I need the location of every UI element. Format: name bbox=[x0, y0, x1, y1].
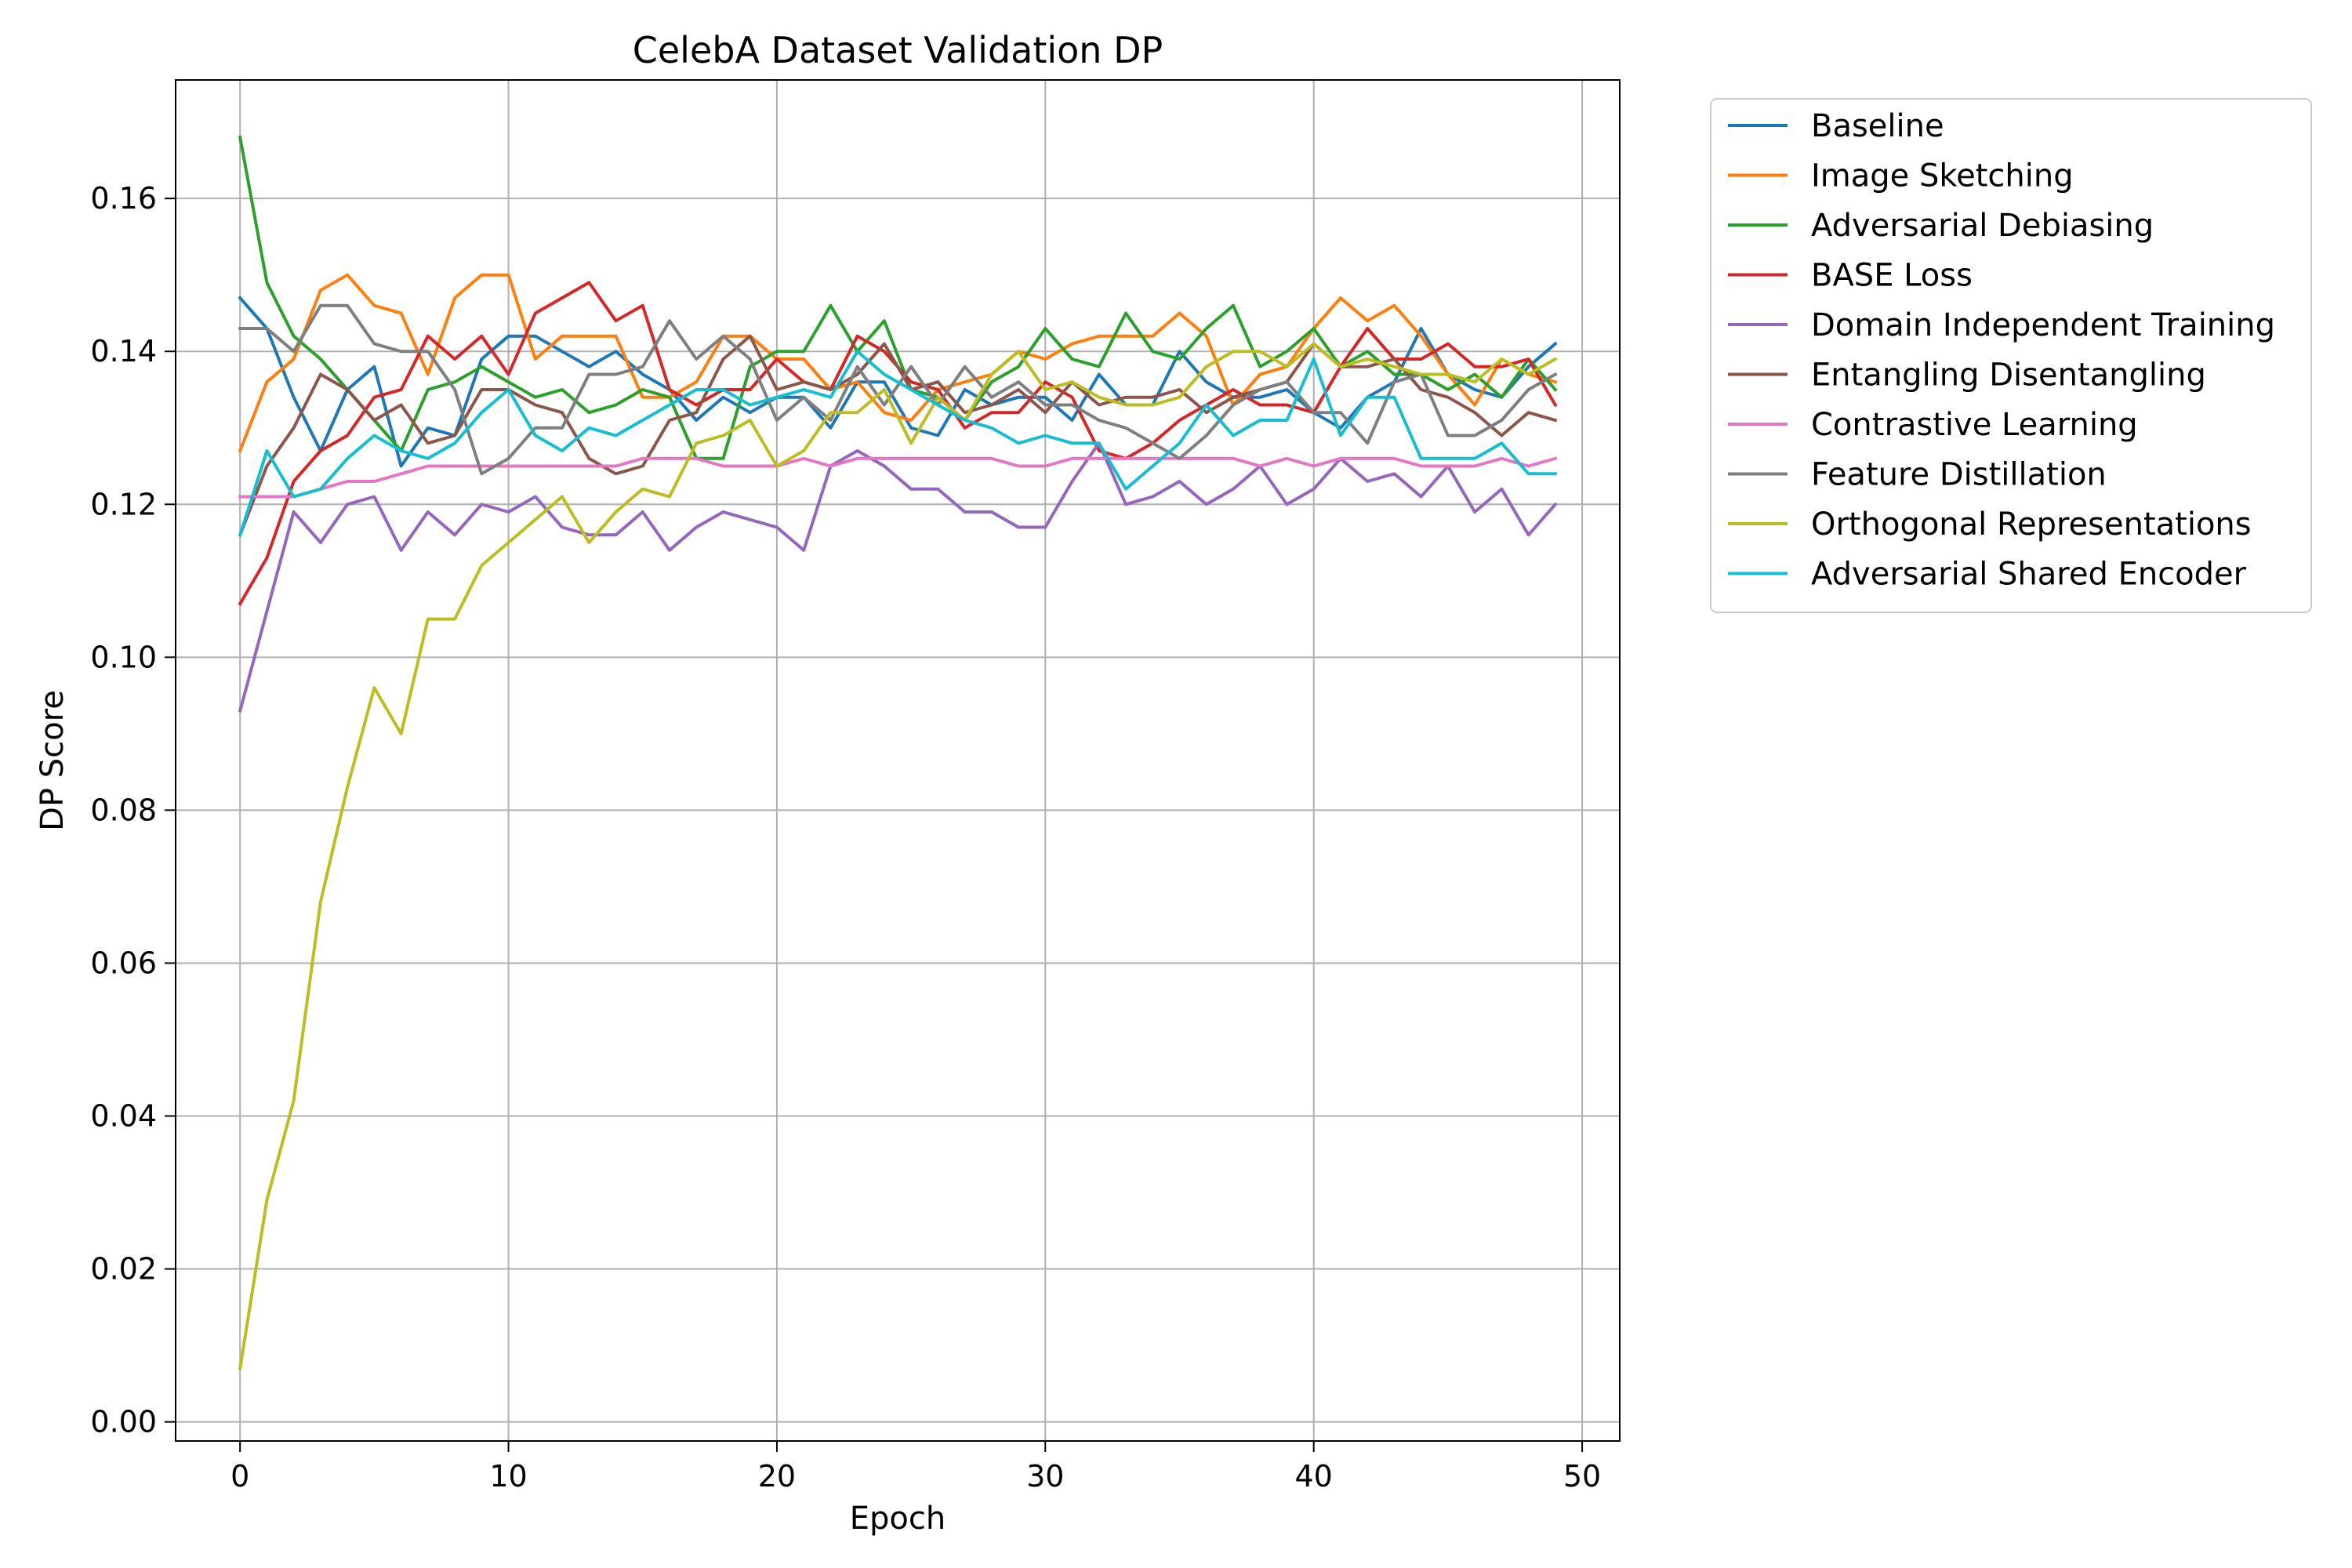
series-line-feature-distillation bbox=[238, 303, 1558, 476]
y-tick-label: 0.14 bbox=[90, 334, 157, 368]
series-line-contrastive-learning bbox=[238, 456, 1558, 499]
legend-label-adversarial-shared-encoder: Adversarial Shared Encoder bbox=[1811, 557, 2247, 593]
legend-label-image-sketching: Image Sketching bbox=[1811, 158, 2074, 194]
legend-label-domain-independent-training: Domain Independent Training bbox=[1811, 307, 2275, 343]
chart-title: CelebA Dataset Validation DP bbox=[633, 29, 1163, 71]
series-lines bbox=[238, 135, 1558, 1370]
x-axis-title: Epoch bbox=[850, 1501, 946, 1537]
y-tick-label: 0.00 bbox=[90, 1405, 157, 1439]
y-tick-label: 0.16 bbox=[90, 181, 157, 216]
legend-label-baseline: Baseline bbox=[1811, 108, 1944, 144]
legend-label-base-loss: BASE Loss bbox=[1811, 258, 1973, 294]
plot-frame bbox=[175, 79, 1621, 1442]
x-tick-label: 20 bbox=[758, 1459, 796, 1494]
y-tick-label: 0.12 bbox=[90, 487, 157, 521]
y-tick-label: 0.02 bbox=[90, 1252, 157, 1287]
y-axis-title: DP Score bbox=[34, 690, 71, 831]
x-tick-label: 50 bbox=[1563, 1459, 1601, 1494]
legend-box bbox=[1710, 98, 2312, 613]
y-tick-label: 0.04 bbox=[90, 1099, 157, 1134]
series-line-adversarial-shared-encoder bbox=[238, 350, 1557, 537]
x-tick-label: 40 bbox=[1295, 1459, 1333, 1494]
series-line-domain-independent-training bbox=[238, 441, 1558, 713]
series-line-orthogonal-representations bbox=[238, 342, 1558, 1370]
legend-label-adversarial-debiasing: Adversarial Debiasing bbox=[1811, 208, 2154, 244]
legend: Baseline Image Sketching Adversarial Debia… bbox=[1710, 98, 2312, 613]
axis-ticks: 0 10 20 30 40 50 0.00 0.02 0.04 0.06 0.08 0.10 0.12 0… bbox=[90, 181, 1601, 1494]
y-tick-label: 0.10 bbox=[90, 640, 157, 674]
legend-label-orthogonal-representations: Orthogonal Representations bbox=[1811, 506, 2252, 543]
legend-label-entangling-disentangling: Entangling Disentangling bbox=[1811, 358, 2206, 394]
y-tick-label: 0.06 bbox=[90, 946, 157, 980]
x-tick-label: 10 bbox=[489, 1459, 527, 1494]
x-tick-label: 30 bbox=[1026, 1459, 1064, 1494]
legend-label-contrastive-learning: Contrastive Learning bbox=[1811, 407, 2138, 443]
legend-label-feature-distillation: Feature Distillation bbox=[1811, 457, 2107, 493]
y-tick-label: 0.08 bbox=[90, 793, 157, 827]
x-tick-label: 0 bbox=[230, 1459, 249, 1494]
series-line-adversarial-debiasing bbox=[238, 135, 1558, 460]
